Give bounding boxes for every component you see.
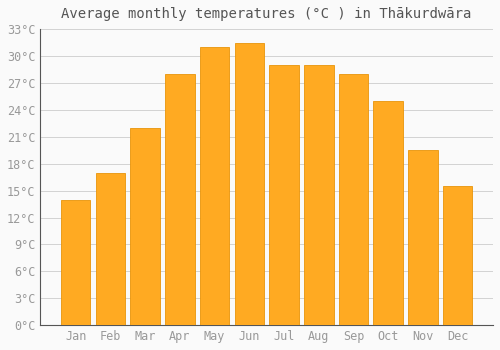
Bar [408, 150, 438, 325]
Bar [304, 65, 334, 325]
Bar [270, 65, 299, 325]
Bar [96, 173, 125, 325]
Bar [165, 74, 194, 325]
Bar [339, 74, 368, 325]
Bar [234, 42, 264, 325]
Title: Average monthly temperatures (°C ) in Thākurdwāra: Average monthly temperatures (°C ) in Th… [62, 7, 472, 21]
Bar [130, 128, 160, 325]
Bar [374, 101, 403, 325]
Bar [61, 199, 90, 325]
Bar [443, 186, 472, 325]
Bar [200, 47, 230, 325]
